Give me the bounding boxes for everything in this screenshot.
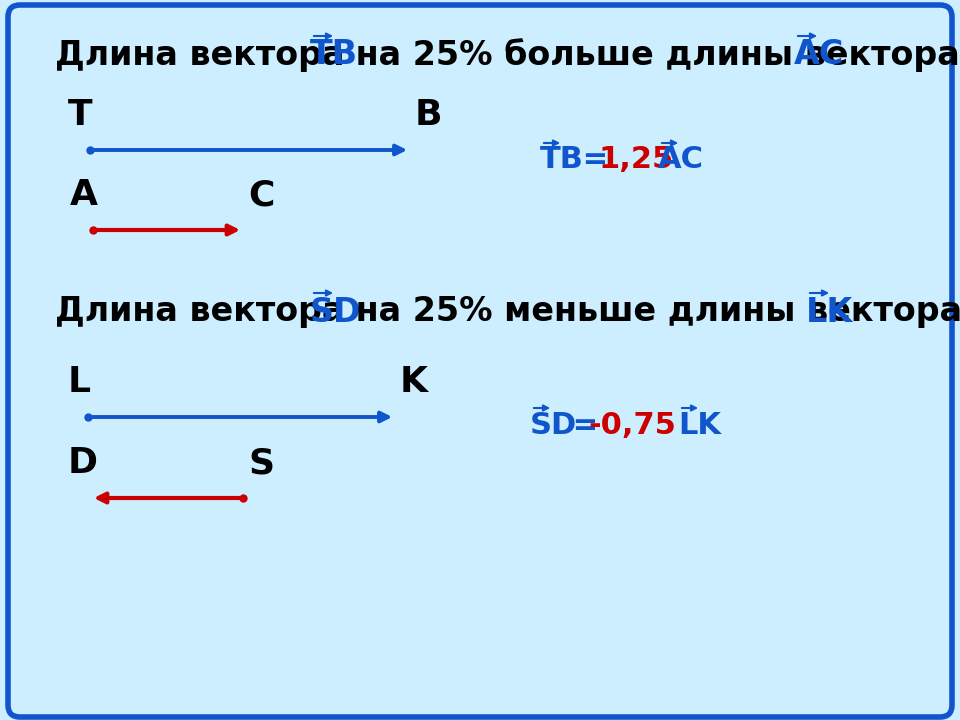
Text: LK: LK [678,410,721,439]
FancyBboxPatch shape [8,5,952,717]
Text: TB: TB [540,145,584,174]
Text: C: C [248,178,275,212]
Text: B: B [415,98,443,132]
Text: SD: SD [530,410,577,439]
Text: K: K [400,365,428,399]
Text: AC: AC [658,145,704,174]
Text: TB: TB [310,38,358,71]
Text: на 25% больше длины вектора: на 25% больше длины вектора [344,38,960,72]
Text: 1,25: 1,25 [598,145,673,174]
Text: D: D [68,446,98,480]
Text: L: L [68,365,91,399]
Text: S: S [248,446,275,480]
Text: SD: SD [310,295,362,328]
Text: Длина вектора: Длина вектора [55,295,356,328]
Text: -0,75: -0,75 [588,410,676,439]
Text: LK: LK [806,295,853,328]
Text: =: = [562,410,598,439]
Text: =: = [572,145,609,174]
Text: T: T [68,98,92,132]
Text: Длина вектора: Длина вектора [55,38,356,71]
Text: A: A [70,178,98,212]
Text: на 25% меньше длины вектора: на 25% меньше длины вектора [344,295,960,328]
Text: AC: AC [794,38,845,71]
